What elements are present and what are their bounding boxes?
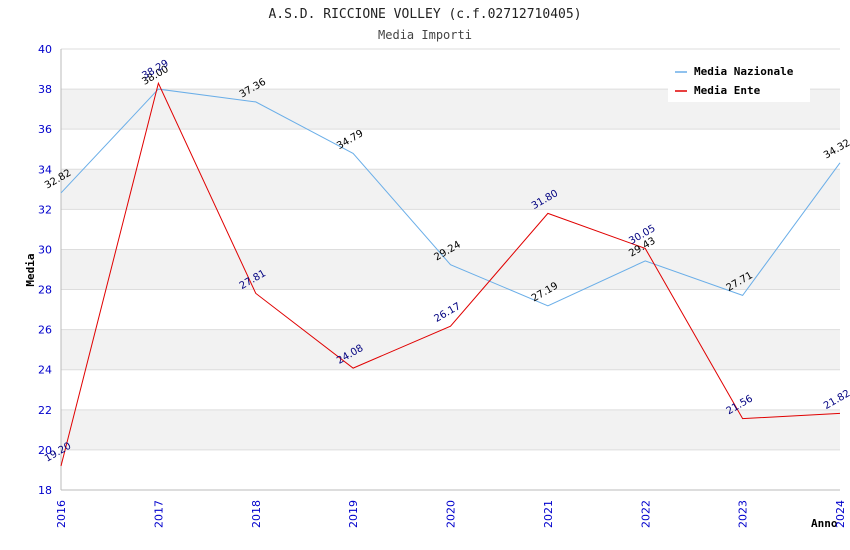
grid-band [61, 329, 840, 370]
legend-box [668, 60, 810, 102]
x-tick-label: 2023 [737, 500, 750, 528]
axes [60, 49, 840, 491]
series-lines [60, 81, 841, 467]
data-label: 21.82 [822, 388, 850, 412]
y-tick-label: 34 [38, 163, 52, 176]
y-tick-label: 32 [38, 203, 52, 216]
data-label: 34.32 [822, 138, 850, 162]
series-line-media-ente [60, 81, 841, 467]
y-tick-label: 20 [38, 444, 52, 457]
chart-title: A.S.D. RICCIONE VOLLEY (c.f.02712710405) [268, 7, 581, 22]
x-tick-label: 2024 [834, 500, 847, 528]
y-tick-label: 30 [38, 243, 52, 256]
x-axis-label: Anno [811, 517, 838, 530]
x-tick-label: 2019 [347, 500, 360, 528]
y-tick-labels: 18 20 22 24 26 28 30 32 34 36 38 40 [38, 43, 52, 497]
y-tick-label: 38 [38, 83, 52, 96]
legend-label-media-nazionale: Media Nazionale [694, 65, 794, 78]
series-line-media-nazionale [60, 88, 841, 307]
x-tick-label: 2016 [55, 500, 68, 528]
y-axis-label: Media [24, 253, 37, 286]
y-tick-label: 18 [38, 484, 52, 497]
x-tick-label: 2021 [542, 500, 555, 528]
grid-bands [61, 48, 840, 491]
grid-band [61, 169, 840, 210]
data-label: 34.79 [335, 128, 365, 152]
y-tick-label: 26 [38, 324, 52, 337]
y-tick-label: 40 [38, 43, 52, 56]
grid-band [61, 249, 840, 290]
x-tick-label: 2022 [639, 500, 652, 528]
data-label: 26.17 [433, 301, 463, 325]
y-tick-label: 22 [38, 404, 52, 417]
y-tick-label: 36 [38, 123, 52, 136]
y-tick-label: 28 [38, 284, 52, 297]
y-tick-label: 24 [38, 364, 52, 377]
x-tick-label: 2020 [445, 500, 458, 528]
grid-band [61, 409, 840, 450]
legend: Media Nazionale Media Ente [668, 60, 810, 102]
x-tick-label: 2018 [250, 500, 263, 528]
chart-subtitle: Media Importi [378, 28, 472, 42]
legend-label-media-ente: Media Ente [694, 84, 761, 97]
x-tick-labels: 2016 2017 2018 2019 2020 2021 2022 2023 2024 [55, 500, 847, 528]
x-tick-label: 2017 [152, 500, 165, 528]
